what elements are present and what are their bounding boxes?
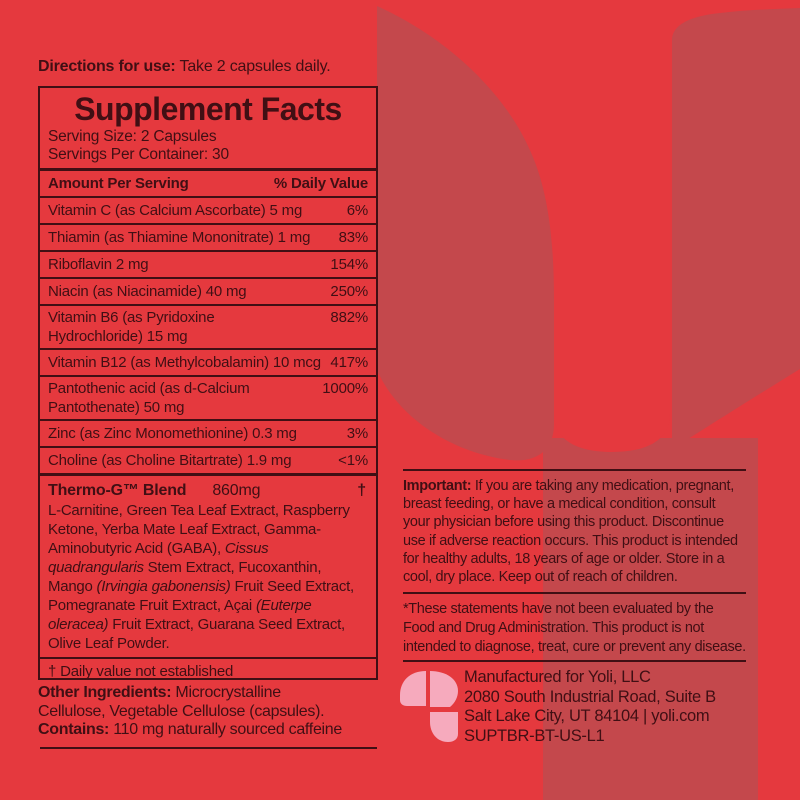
nutrient-label: Thiamin (as Thiamine Mononitrate) 1 mg — [48, 229, 311, 246]
fda-line: intended to diagnose, treat, cure or pre… — [403, 639, 746, 655]
daily-value: 250% — [330, 283, 368, 300]
nutrient-label: Niacin (as Niacinamide) 40 mg — [48, 283, 247, 300]
nutrient-row: Vitamin C (as Calcium Ascorbate) 5 mg 6% — [40, 196, 376, 223]
servings-per-container: Servings Per Container: 30 — [48, 146, 229, 163]
nutrient-label: Vitamin C (as Calcium Ascorbate) 5 mg — [48, 202, 303, 219]
blend-dagger-icon: † — [357, 482, 366, 499]
nutrient-label: Pantothenic acid (as d-Calcium Pantothena… — [48, 380, 250, 416]
nutrient-row: Riboflavin 2 mg 154% — [40, 250, 376, 277]
nutrient-row: Zinc (as Zinc Monomethionine) 0.3 mg 3% — [40, 419, 376, 446]
nutrient-label: Vitamin B12 (as Methylcobalamin) 10 mcg — [48, 354, 321, 371]
important-line: Important: If you are taking any medicat… — [403, 478, 734, 494]
nutrient-rows: Vitamin C (as Calcium Ascorbate) 5 mg 6% T… — [40, 196, 376, 473]
watermark-gap-cap — [554, 392, 670, 452]
important-line: breast feeding, or have a medical condit… — [403, 496, 716, 513]
other-ingredients: Other Ingredients: Microcrystalline Cell… — [38, 684, 388, 740]
important-line: your physician before using this product… — [403, 514, 724, 531]
watermark-left-petal — [377, 6, 554, 461]
bottom-divider — [40, 747, 377, 749]
nutrient-row: Thiamin (as Thiamine Mononitrate) 1 mg 83… — [40, 223, 376, 250]
daily-value: 83% — [338, 229, 369, 246]
nutrient-label: Zinc (as Zinc Monomethionine) 0.3 mg — [48, 425, 297, 442]
blend-row: Thermo-G™ Blend 860mg † L-Carnitine, Gre… — [40, 473, 376, 657]
blend-name: Thermo-G™ Blend — [48, 482, 187, 499]
watermark-stem — [543, 438, 758, 800]
blend-description: L-Carnitine, Green Tea Leaf Extract, Ras… — [48, 502, 354, 652]
logo-right-petal — [430, 671, 458, 707]
nutrient-label: Riboflavin 2 mg — [48, 256, 149, 273]
serving-size: Serving Size: 2 Capsules — [48, 128, 217, 145]
blend-header: Thermo-G™ Blend 860mg † — [48, 480, 368, 501]
manufacturer-line: Salt Lake City, UT 84104 | yoli.com — [464, 707, 710, 725]
fda-line: Food and Drug Administration. This produ… — [403, 620, 704, 636]
important-line: for healthy adults, 18 years of age or o… — [403, 550, 725, 567]
important-note: Important: If you are taking any medicat… — [403, 477, 773, 586]
divider-above-fda — [403, 592, 746, 594]
manufacturer-line: SUPTBR-BT-US-L1 — [464, 726, 605, 745]
daily-value: 6% — [346, 202, 368, 219]
nutrient-row: Choline (as Choline Bitartrate) 1.9 mg <1… — [40, 446, 376, 473]
important-line: use if adverse reaction occurs. This pro… — [403, 532, 738, 549]
daily-value: 882% — [330, 309, 368, 326]
fda-line: *These statements have not been evaluate… — [403, 601, 714, 617]
nutrient-row: Pantothenic acid (as d-Calcium Pantothena… — [40, 375, 376, 419]
nutrient-label: Choline (as Choline Bitartrate) 1.9 mg — [48, 452, 292, 469]
daily-value: 3% — [346, 425, 368, 442]
divider-above-important — [403, 469, 746, 471]
header-right: % Daily Value — [273, 175, 368, 192]
daily-value: <1% — [338, 452, 368, 469]
logo-left-petal — [400, 671, 426, 706]
directions-text: Directions for use: Take 2 capsules dail… — [38, 58, 331, 75]
panel-title: Supplement Facts — [74, 91, 342, 127]
important-line: cool, dry place. Keep out of reach of ch… — [403, 569, 678, 586]
panel-head: Supplement Facts Serving Size: 2 Capsule… — [40, 88, 376, 168]
nutrient-row: Vitamin B12 (as Methylcobalamin) 10 mcg 4… — [40, 348, 376, 375]
amount-per-serving-header: Amount Per Serving % Daily Value — [40, 168, 376, 196]
logo-stem — [430, 712, 458, 742]
yoli-logo-icon — [400, 671, 458, 742]
nutrient-row: Niacin (as Niacinamide) 40 mg 250% — [40, 277, 376, 304]
supplement-facts-panel: Supplement Facts Serving Size: 2 Capsule… — [38, 86, 378, 680]
watermark-right-petal — [672, 8, 800, 449]
daily-value: 1000% — [322, 380, 368, 397]
other-ingredients-line2: Cellulose, Vegetable Cellulose (capsules… — [38, 702, 325, 720]
contains-line: Contains: 110 mg naturally sourced caffe… — [38, 721, 342, 738]
fda-disclaimer: *These statements have not been evaluate… — [403, 600, 773, 657]
daily-value: 417% — [330, 354, 368, 371]
daily-value: 154% — [330, 256, 368, 273]
manufacturer-line: 2080 South Industrial Road, Suite B — [464, 687, 716, 706]
manufacturer-line: Manufactured for Yoli, LLC — [464, 668, 651, 686]
directions-label: Directions for use: — [38, 58, 176, 75]
other-ingredients-line1: Other Ingredients: Microcrystalline — [38, 684, 281, 701]
footnote-row: † Daily value not established — [40, 657, 376, 678]
divider-above-manufacturer — [403, 660, 746, 662]
nutrient-row: Vitamin B6 (as Pyridoxine Hydrochloride) … — [40, 304, 376, 348]
blend-amount: 860mg — [212, 482, 261, 499]
nutrient-label: Vitamin B6 (as Pyridoxine Hydrochloride) … — [48, 309, 215, 345]
header-left: Amount Per Serving — [48, 175, 189, 192]
manufacturer-info: Manufactured for Yoli, LLC 2080 South Ind… — [464, 668, 784, 746]
